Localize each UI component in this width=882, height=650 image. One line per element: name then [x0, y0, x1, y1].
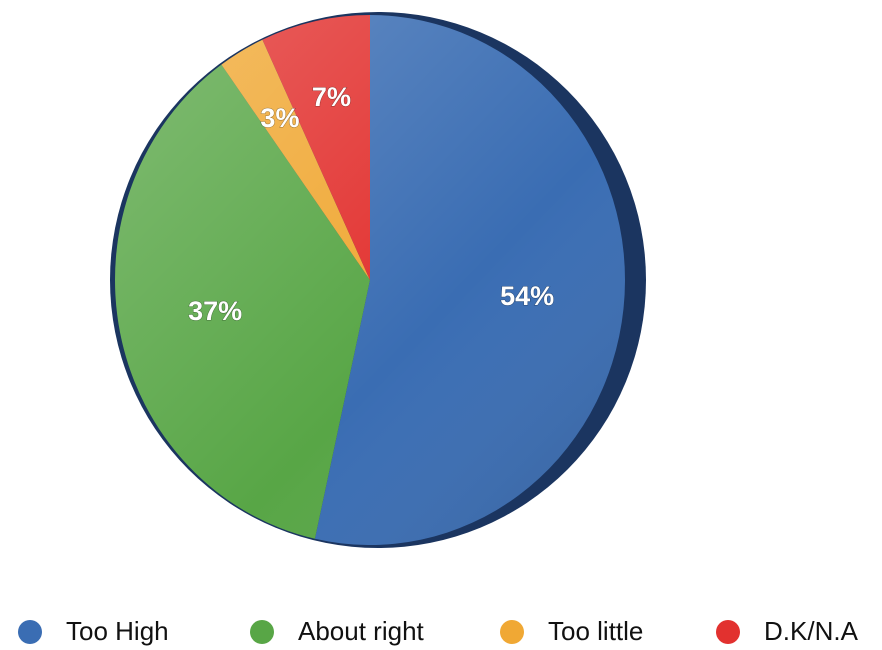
legend-marker: [716, 620, 740, 644]
legend-marker: [250, 620, 274, 644]
legend-label: About right: [298, 616, 425, 646]
legend-label: Too little: [548, 616, 643, 646]
legend-label: D.K/N.A: [764, 616, 859, 646]
data-label: 54%: [500, 281, 554, 311]
data-label: 7%: [312, 82, 351, 112]
data-label: 3%: [260, 103, 299, 133]
legend-marker: [18, 620, 42, 644]
data-labels: 54% 37% 3% 7%: [188, 82, 555, 327]
legend-label: Too High: [66, 616, 169, 646]
legend: Too High About right Too little D.K/N.A: [18, 616, 859, 646]
data-label: 37%: [188, 296, 242, 326]
legend-marker: [500, 620, 524, 644]
